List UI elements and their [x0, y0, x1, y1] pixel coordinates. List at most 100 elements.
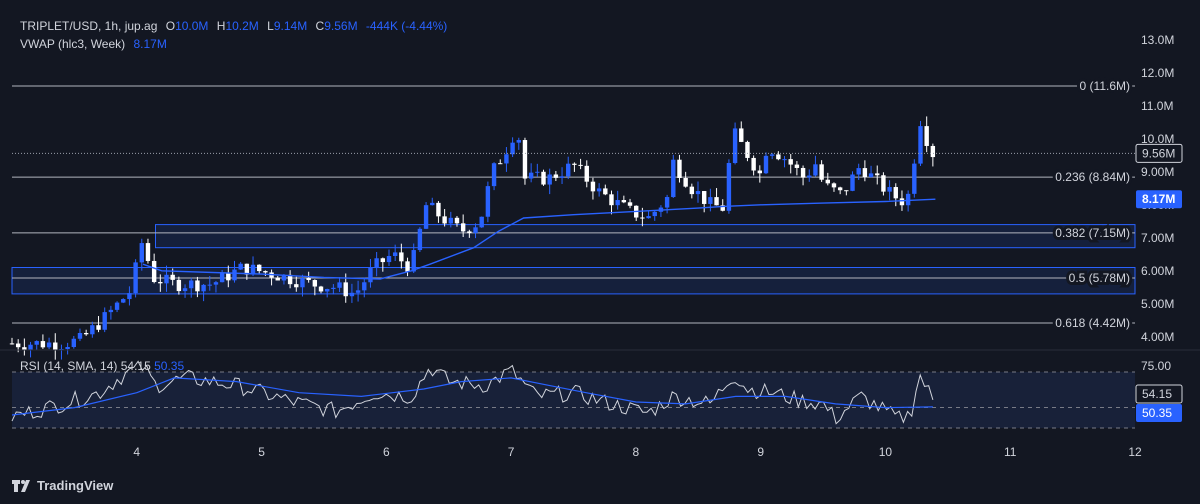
candle-body	[541, 171, 546, 185]
candle-body	[485, 186, 491, 217]
price-tick-2: 6.00M	[1141, 264, 1174, 278]
candle-body	[417, 228, 423, 251]
price-tick-8: 12.0M	[1141, 66, 1174, 80]
candle-body	[745, 141, 750, 158]
candle-body	[535, 171, 540, 173]
candle-body	[374, 258, 379, 269]
candle-body	[603, 188, 608, 195]
candle-body	[627, 202, 633, 206]
candle-body	[244, 263, 250, 275]
candle-body	[751, 157, 756, 171]
vwap-line	[142, 198, 936, 280]
time-tick-0: 4	[133, 445, 140, 459]
candle-body	[170, 274, 175, 280]
candle-body	[701, 191, 707, 204]
candle-body	[46, 342, 52, 348]
candle-body	[430, 202, 435, 206]
candle-body	[121, 299, 126, 303]
candle-body	[788, 159, 793, 165]
candle-body	[34, 341, 39, 345]
time-tick-4: 8	[633, 445, 640, 459]
candle-body	[776, 154, 781, 160]
vwap-label[interactable]: VWAP (hlc3, Week)	[20, 37, 126, 51]
price-tick-3: 7.00M	[1141, 231, 1174, 245]
price-tick-1: 5.00M	[1141, 297, 1174, 311]
candle-body	[71, 338, 77, 348]
tradingview-logo[interactable]: TradingView	[12, 478, 113, 493]
candle-body	[213, 282, 219, 285]
candle-body	[590, 181, 596, 192]
candle-body	[714, 197, 719, 206]
candle-body	[677, 159, 682, 178]
candle-body	[232, 269, 237, 281]
fib-levels: 0 (11.6M) 0.236 (8.84M) 0.382 (7.15M) 0.5 (…	[12, 76, 1135, 333]
candle-body	[819, 164, 824, 180]
rsi-label[interactable]: RSI (14, SMA, 14)	[20, 359, 118, 373]
candle-body	[763, 155, 769, 174]
zone-0	[154, 224, 1136, 249]
candle-body	[368, 268, 373, 283]
candle-body	[572, 163, 577, 165]
candle-body	[640, 217, 645, 219]
candle-body	[559, 176, 565, 178]
rsi-sma-value: 50.35	[154, 359, 185, 373]
candles-group	[9, 116, 936, 360]
candle-body	[201, 284, 206, 292]
candle-body	[436, 202, 441, 217]
price-tick-0: 4.00M	[1141, 330, 1174, 344]
candle-body	[189, 280, 194, 289]
candle-body	[355, 290, 361, 293]
vwap-header: VWAP (hlc3, Week) 8.17M	[20, 37, 172, 51]
time-tick-1: 5	[258, 445, 265, 459]
candle-body	[182, 288, 188, 292]
candle-body	[349, 292, 355, 297]
candle-body	[263, 271, 268, 273]
candle-body	[324, 288, 330, 292]
candle-body	[40, 341, 46, 348]
close-value: C9.56M	[315, 19, 358, 33]
candle-body	[757, 170, 763, 174]
candle-body	[899, 198, 905, 206]
candle-body	[918, 126, 923, 164]
candle-body	[176, 279, 182, 292]
candle-body	[108, 309, 114, 313]
fib-label-4: 0.618 (4.42M)	[1055, 316, 1130, 330]
time-tick-5: 9	[757, 445, 764, 459]
candle-body	[257, 264, 262, 272]
tradingview-icon	[12, 479, 30, 492]
rsi-value-box	[1135, 384, 1183, 404]
candle-body	[516, 140, 521, 143]
candle-body	[912, 163, 917, 194]
candle-body	[875, 173, 880, 176]
candle-body	[219, 272, 225, 283]
rsi-value: 54.15	[120, 359, 151, 373]
vwap-axis-label: 8.17M	[1142, 192, 1175, 206]
low-value: L9.14M	[267, 19, 308, 33]
time-tick-2: 6	[383, 445, 390, 459]
candle-body	[609, 194, 614, 206]
candle-body	[281, 274, 287, 281]
candle-body	[856, 168, 861, 175]
rsi-band	[12, 372, 1135, 428]
candle-body	[547, 174, 552, 185]
candle-body	[114, 302, 120, 310]
time-tick-6: 10	[879, 445, 893, 459]
rsi-line	[11, 360, 934, 425]
candle-body	[708, 197, 713, 204]
candle-body	[528, 172, 534, 179]
candle-body	[83, 333, 89, 335]
symbol-label[interactable]: TRIPLET/USD, 1h, jup.ag	[20, 19, 158, 33]
candle-body	[90, 325, 95, 335]
candle-body	[294, 284, 299, 288]
candle-body	[807, 175, 812, 178]
time-axis: 4 5 6 7 8 9 10 11 12	[133, 445, 1142, 459]
candle-body	[924, 126, 929, 146]
candle-body	[53, 342, 58, 351]
rsi-tick-75: 75.00	[1141, 359, 1171, 373]
candle-body	[825, 179, 830, 184]
time-tick-7: 11	[1004, 445, 1017, 459]
candle-body	[664, 197, 670, 208]
candle-body	[689, 186, 695, 195]
candle-body	[578, 164, 583, 166]
